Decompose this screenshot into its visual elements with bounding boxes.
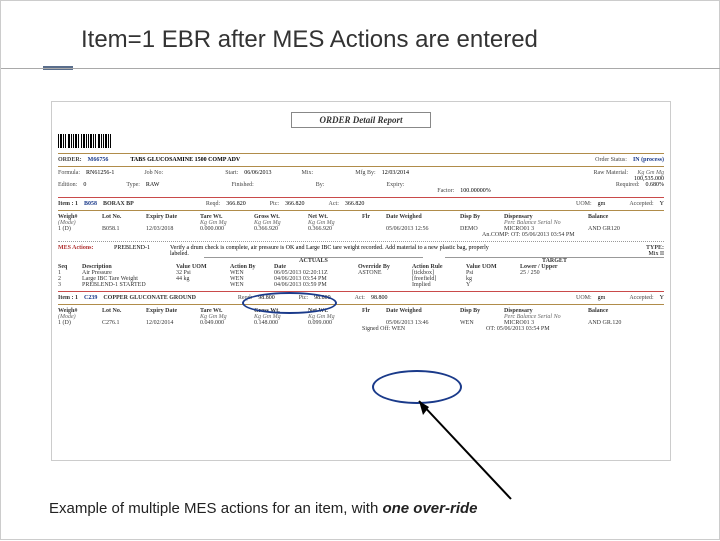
override-circle-annotation: [372, 370, 462, 404]
mes-row: MES Actions: PREBLEND-1 Verify a drum ch…: [58, 245, 664, 257]
item2-act-label: Act:: [355, 295, 365, 301]
divider: [58, 153, 664, 154]
divider: [58, 166, 664, 167]
divider-red: [58, 197, 664, 198]
formula-row: Formula: RN61256-1 Job No: Start: 06/06/…: [58, 170, 664, 182]
mes-code: PREBLEND-1: [114, 245, 164, 251]
item2-code: C239: [84, 295, 97, 301]
item1-reqd: 366.820: [226, 201, 246, 207]
start-label: Start:: [225, 170, 238, 176]
mfgby-value: 12/03/2014: [382, 170, 409, 176]
status-label: Order Status:: [595, 157, 627, 163]
mix-label: Mix:: [302, 170, 314, 176]
caption-text: Example of multiple MES actions for an i…: [49, 500, 382, 517]
item1-code: B058: [84, 201, 97, 207]
item1-acc-label: Accepted:: [629, 201, 653, 207]
item2-acc-label: Accepted:: [629, 295, 653, 301]
finished-label: Finished:: [231, 182, 253, 188]
factor-row: Factor: 100.00000%: [58, 188, 664, 194]
start-value: 06/06/2013: [244, 170, 271, 176]
caption-em: one over-ride: [382, 500, 477, 517]
item2-name: COPPER GLUCONATE GROUND: [103, 295, 196, 301]
rawmat-label: Raw Material:: [594, 170, 629, 176]
item1-uom: gm: [598, 201, 606, 207]
divider-red: [58, 291, 664, 292]
edition-value: 0: [83, 182, 86, 188]
item1-act-label: Act:: [329, 201, 339, 207]
weigh2-row-b: Signed Off: WEN OT: 05/06/2013 03:54 PM: [58, 326, 664, 332]
required-label: Required:: [616, 182, 640, 188]
divider-dotted: [58, 241, 664, 242]
actuals-label: ACTUALS: [204, 257, 423, 264]
target-label: TARGET: [445, 257, 664, 264]
weigh2-table: Weigh# Lot No. Expiry Date Tare Wt. Gros…: [58, 308, 664, 332]
type-label: Type:: [126, 182, 140, 188]
factor-value: 100.00000%: [460, 188, 491, 194]
item1-uom-label: UOM:: [576, 201, 592, 207]
barcode-icon: [58, 134, 112, 150]
item1-ptc: 366.820: [285, 201, 305, 207]
slide-title: Item=1 EBR after MES Actions are entered: [81, 26, 538, 54]
actuals-target-row: ACTUALS TARGET: [58, 257, 664, 264]
item1-row: Item : 1 B058 BORAX BP Reqd: 366.820 Ptc…: [58, 201, 664, 207]
type-value: RAW: [146, 182, 160, 188]
formula-value: RN61256-1: [86, 170, 114, 176]
factor-label: Factor:: [437, 188, 454, 194]
order-row: ORDER: M66756 TABS GLUCOSAMINE 1500 COMP…: [58, 157, 664, 163]
required-value: 0.680%: [646, 182, 665, 188]
mfgby-label: Mfg By:: [355, 170, 376, 176]
expiry-label: Expiry:: [386, 182, 404, 188]
caption: Example of multiple MES actions for an i…: [49, 500, 478, 517]
jobno-label: Job No:: [144, 170, 163, 176]
divider: [58, 210, 664, 211]
mes-label: MES Actions:: [58, 245, 108, 251]
item2-act: 98.800: [371, 295, 388, 301]
item2-row: Item : 1 C239 COPPER GLUCONATE GROUND Re…: [58, 295, 664, 301]
report-title: ORDER Detail Report: [291, 112, 431, 128]
item2-uom-label: UOM:: [576, 295, 592, 301]
weigh-row-b: An.COMP: OT: 05/06/2013 03:54 PM: [58, 232, 664, 238]
formula-label: Formula:: [58, 170, 80, 176]
item2-acc: Y: [660, 295, 664, 301]
net-wt-circle-annotation: [242, 292, 337, 314]
mes-row-3: 3 PREBLEND-1 STARTED WEN 04/06/2013 03:5…: [58, 282, 664, 288]
report-panel: ORDER Detail Report ORDER: M66756 TABS G…: [51, 101, 671, 461]
product-name: TABS GLUCOSAMINE 1500 COMP ADV: [130, 157, 240, 163]
item2-label: Item : 1: [58, 295, 78, 301]
item1-act: 366.820: [345, 201, 365, 207]
divider-line: [1, 68, 720, 69]
item1-name: BORAX BP: [103, 201, 134, 207]
mes-actions-table: Seq Description Value UOM Action By Date…: [58, 264, 664, 288]
order-number: M66756: [88, 157, 109, 163]
item1-label: Item : 1: [58, 201, 78, 207]
by-label: By:: [316, 182, 325, 188]
item1-ptc-label: Ptc:: [270, 201, 279, 207]
divider: [58, 304, 664, 305]
status-value: IN (process): [633, 157, 664, 163]
item1-reqd-label: Reqd:: [206, 201, 220, 207]
edition-label: Edition:: [58, 182, 77, 188]
item2-uom: gm: [598, 295, 606, 301]
order-label: ORDER:: [58, 157, 82, 163]
item1-acc: Y: [660, 201, 664, 207]
weigh-table: Weigh# Lot No. Expiry Date Tare Wt. Gros…: [58, 214, 664, 238]
